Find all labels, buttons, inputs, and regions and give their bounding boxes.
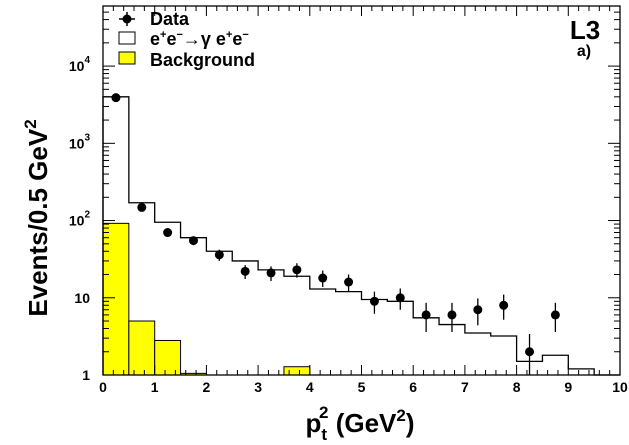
data-point-marker [550, 310, 560, 320]
background-histogram [102, 222, 311, 376]
legend-background-swatch [118, 51, 136, 65]
data-point-marker [447, 310, 457, 320]
legend-data-marker [119, 12, 135, 26]
panel-label: a) [577, 43, 591, 60]
x-tick-label: 4 [306, 379, 314, 395]
background-bar [283, 366, 311, 376]
data-point-marker [188, 236, 198, 246]
x-tick-label: 5 [358, 379, 366, 395]
x-tick-label: 8 [513, 379, 521, 395]
signal-step-line [102, 96, 620, 376]
data-point [266, 266, 276, 281]
experiment-label: L3 [570, 15, 600, 45]
data-point-marker [292, 265, 302, 275]
data-point [344, 274, 354, 292]
data-point [525, 333, 535, 375]
data-point [111, 93, 121, 103]
data-point-marker [163, 228, 173, 238]
data-point [473, 298, 483, 326]
data-point-marker [473, 305, 483, 315]
plot-area [103, 6, 620, 375]
y-tick-label: 103 [69, 132, 91, 151]
y-tick-label: 1 [82, 367, 90, 383]
y-axis-title: Events/0.5 GeV2 [21, 119, 53, 316]
background-bar [102, 222, 130, 376]
y-tick-label: 104 [69, 55, 91, 74]
legend-background-label: Background [150, 50, 255, 70]
data-point [163, 228, 173, 238]
data-point-marker [214, 250, 224, 260]
data-point [292, 263, 302, 278]
x-axis-title: pt2 (GeV2) [305, 403, 414, 444]
y-tick-label: 10 [74, 290, 90, 306]
data-point-marker [369, 296, 379, 306]
legend-signal-swatch [118, 31, 136, 45]
data-point [395, 288, 405, 310]
background-bar [128, 320, 156, 376]
signal-histogram [102, 96, 620, 376]
data-point [188, 236, 198, 246]
data-point [214, 249, 224, 261]
x-tick-label: 3 [254, 379, 262, 395]
y-tick-label: 102 [69, 210, 91, 229]
data-point-marker [421, 310, 431, 320]
legend: Data e+e−→γ e+e− Background [118, 9, 255, 70]
x-tick-label: 6 [409, 379, 417, 395]
data-point [499, 294, 509, 320]
x-tick-label: 0 [99, 379, 107, 395]
data-point-marker [266, 268, 276, 278]
legend-data-label: Data [150, 9, 190, 29]
background-bar [154, 339, 182, 376]
data-point-marker [344, 277, 354, 287]
data-point-marker [318, 273, 328, 283]
data-point-marker [395, 293, 405, 303]
data-point-marker [111, 93, 121, 103]
data-point [137, 202, 147, 212]
x-tick-label: 2 [203, 379, 211, 395]
legend-signal-label: e+e−→γ e+e− [150, 29, 249, 49]
data-point-marker [240, 266, 250, 276]
data-point [240, 265, 250, 280]
data-point-marker [499, 300, 509, 310]
plot-background [103, 6, 620, 375]
data-point [550, 302, 560, 333]
x-tick-label: 9 [564, 379, 572, 395]
data-points [111, 93, 560, 375]
x-tick-label: 10 [612, 379, 628, 395]
x-tick-label: 1 [151, 379, 159, 395]
data-point [369, 291, 379, 314]
data-point [447, 302, 457, 333]
data-point-marker [525, 347, 535, 357]
data-point [421, 302, 431, 333]
data-point-marker [137, 202, 147, 212]
x-tick-label: 7 [461, 379, 469, 395]
data-point [318, 270, 328, 287]
